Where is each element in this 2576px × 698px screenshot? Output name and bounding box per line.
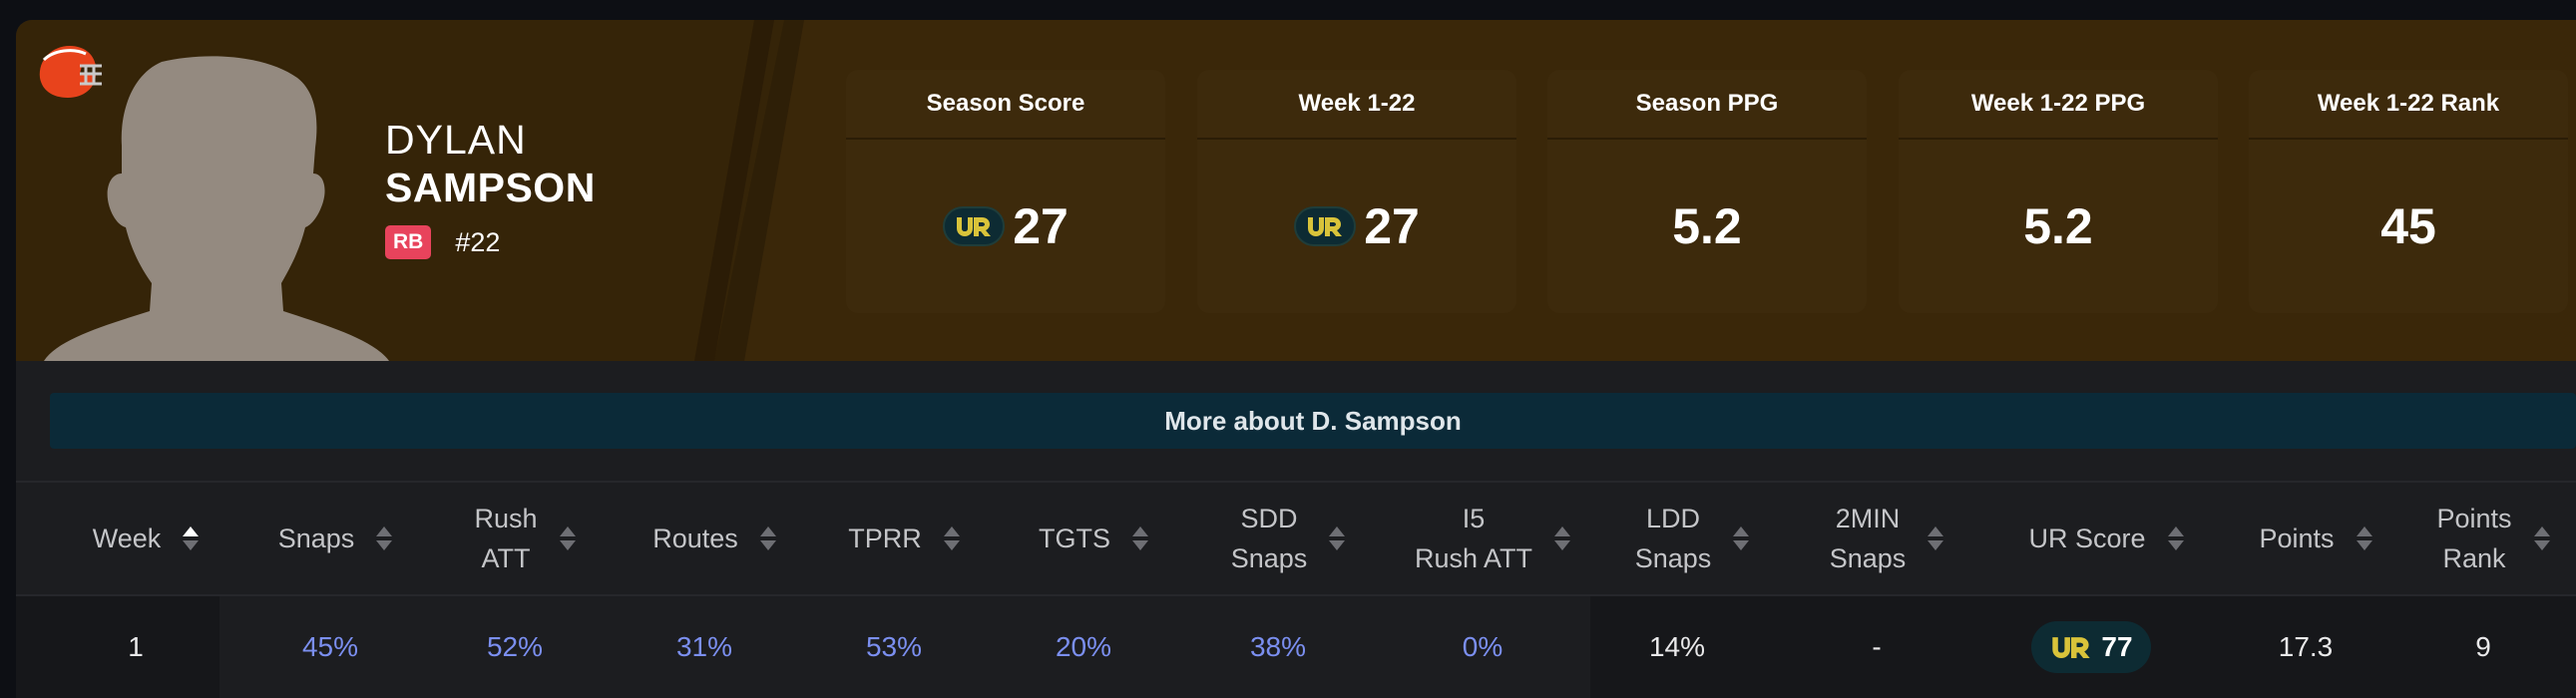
column-header[interactable]: Routes	[625, 483, 804, 594]
ur-logo-icon	[957, 217, 992, 236]
stat-card: Week 1-22 27	[1197, 70, 1516, 313]
stat-card-value-area: 5.2	[1547, 140, 1867, 313]
table-divider	[16, 481, 2576, 483]
sort-arrows-icon[interactable]	[376, 524, 393, 552]
stat-card-label: Week 1-22 PPG	[1899, 70, 2218, 140]
table-cell-tprr[interactable]: 53%	[865, 631, 923, 662]
column-header-label: Points Rank	[2436, 504, 2512, 573]
ur-score-value: 77	[2101, 631, 2133, 662]
column-header-label: TGTS	[1039, 524, 1110, 553]
table-cell-sdd-snaps[interactable]: 38%	[1249, 631, 1307, 662]
table-cell-week: 1	[128, 631, 144, 662]
stat-card-value: 27	[1364, 198, 1420, 254]
column-header[interactable]: UR Score	[1991, 483, 2221, 594]
column-header-label: Week	[92, 524, 162, 553]
stat-card-value-area: 45	[2249, 140, 2568, 313]
ur-logo-icon	[2052, 637, 2091, 658]
sort-arrows-icon[interactable]	[1928, 524, 1944, 552]
stat-card-value: 5.2	[1672, 198, 1742, 254]
column-header-label: Routes	[652, 524, 738, 553]
more-about-button[interactable]: More about D. Sampson	[50, 393, 2576, 449]
player-name-block: DYLAN SAMPSON RB #22	[385, 116, 596, 259]
stat-card-label: Week 1-22 Rank	[2249, 70, 2568, 140]
browns-helmet-icon	[39, 46, 102, 98]
stat-card-label: Season Score	[846, 70, 1165, 140]
column-header[interactable]: TPRR	[814, 483, 994, 594]
sort-arrows-icon[interactable]	[2167, 524, 2184, 552]
sort-arrows-icon[interactable]	[1733, 524, 1750, 552]
stat-card: Season PPG 5.2	[1547, 70, 1867, 313]
stat-card: Season Score 27	[846, 70, 1165, 313]
player-first-name: DYLAN	[385, 117, 527, 163]
stat-card-value: 5.2	[2023, 198, 2093, 254]
sort-arrows-icon[interactable]	[759, 524, 776, 552]
column-header[interactable]: SDD Snaps	[1193, 483, 1383, 594]
column-header[interactable]: Points Rank	[2410, 483, 2576, 594]
stat-card-value-area: 5.2	[1899, 140, 2218, 313]
ur-badge	[1294, 206, 1357, 246]
player-last-name: SAMPSON	[385, 165, 596, 210]
sort-arrows-icon[interactable]	[2533, 524, 2550, 552]
column-header[interactable]: Snaps	[245, 483, 425, 594]
column-header[interactable]: Week	[56, 483, 235, 594]
sort-arrows-icon[interactable]	[1554, 524, 1571, 552]
column-header[interactable]: Rush ATT	[435, 483, 615, 594]
stat-card-label: Week 1-22	[1197, 70, 1516, 140]
stat-card-label: Season PPG	[1547, 70, 1867, 140]
column-header-label: I5 Rush ATT	[1414, 504, 1533, 573]
table-cell-routes[interactable]: 31%	[675, 631, 733, 662]
table-cell-tgts[interactable]: 20%	[1055, 631, 1112, 662]
ur-score-badge: 77	[2031, 621, 2151, 673]
stat-card: Week 1-22 PPG 5.2	[1899, 70, 2218, 313]
column-header-label: Snaps	[277, 524, 355, 553]
ur-badge	[943, 206, 1006, 246]
sort-arrows-icon[interactable]	[943, 524, 960, 552]
table-cell-two-min-snaps: -	[1872, 631, 1882, 662]
row-background	[16, 596, 219, 698]
player-meta: RB #22	[385, 225, 596, 259]
column-header[interactable]: Points	[2231, 483, 2400, 594]
player-photo-placeholder	[44, 56, 389, 361]
column-header-label: SDD Snaps	[1230, 504, 1308, 573]
player-card: DYLAN SAMPSON RB #22 Season Score 27 Week …	[16, 20, 2576, 698]
sort-arrows-icon[interactable]	[183, 524, 200, 552]
sort-arrows-icon[interactable]	[559, 524, 576, 552]
column-header[interactable]: LDD Snaps	[1602, 483, 1782, 594]
ur-logo-icon	[1308, 217, 1343, 236]
sort-arrows-icon[interactable]	[1329, 524, 1346, 552]
stat-card-value-area: 27	[1197, 140, 1516, 313]
table-cell-rush-att[interactable]: 52%	[486, 631, 544, 662]
column-header[interactable]: TGTS	[1004, 483, 1183, 594]
column-header-label: TPRR	[848, 524, 922, 553]
table-cell-snaps[interactable]: 45%	[301, 631, 359, 662]
table-cell-i5-rush-att[interactable]: 0%	[1462, 631, 1503, 662]
sort-arrows-icon[interactable]	[2356, 524, 2372, 552]
table-cell-points-rank: 9	[2475, 631, 2491, 662]
position-badge: RB	[385, 225, 432, 259]
column-header-label: 2MIN Snaps	[1829, 504, 1907, 573]
weekly-stats-table-header: Week Snaps Rush ATT Routes TPRR TGTS SDD Snaps…	[16, 483, 2576, 594]
sort-arrows-icon[interactable]	[1132, 524, 1148, 552]
stat-card-value-area: 27	[846, 140, 1165, 313]
stat-card-value: 45	[2380, 198, 2436, 254]
table-cell-ldd-snaps: 14%	[1648, 631, 1706, 662]
column-header[interactable]: I5 Rush ATT	[1393, 483, 1592, 594]
table-cell-ur-score: 77	[1991, 596, 2191, 698]
stat-card: Week 1-22 Rank 45	[2249, 70, 2568, 313]
table-row: 1 45% 52% 31% 53% 20% 38% 0% 14% - 77 17.3 9	[16, 596, 2576, 698]
column-header-label: Points	[2259, 524, 2335, 553]
column-header-label: LDD Snaps	[1634, 504, 1712, 573]
player-hero: DYLAN SAMPSON RB #22 Season Score 27 Week …	[16, 20, 2576, 361]
table-divider	[16, 594, 2576, 596]
column-header-label: UR Score	[2028, 524, 2146, 553]
column-header-label: Rush ATT	[474, 504, 538, 573]
table-cell-points: 17.3	[2278, 631, 2334, 662]
stat-card-value: 27	[1013, 198, 1069, 254]
jersey-number: #22	[455, 226, 501, 257]
column-header[interactable]: 2MIN Snaps	[1792, 483, 1981, 594]
